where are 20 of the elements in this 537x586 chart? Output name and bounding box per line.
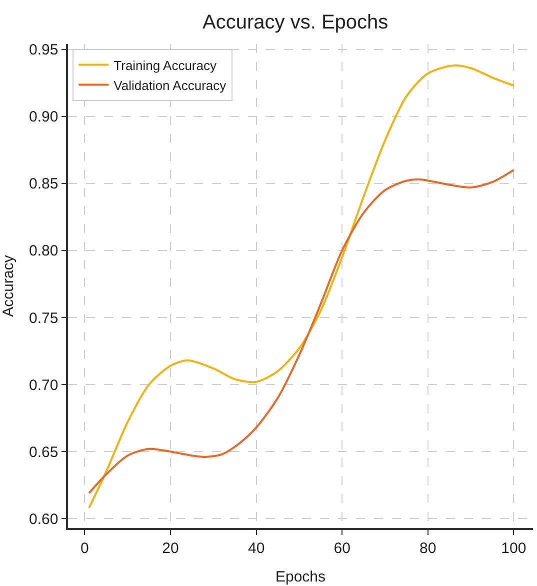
y-tick-label: 0.90: [29, 108, 58, 126]
line-series: [88, 169, 515, 494]
legend-label: Validation Accuracy: [114, 78, 227, 93]
y-tick-label: 0.70: [29, 376, 58, 394]
x-tick-label: 80: [420, 540, 436, 557]
y-tick-label: 0.65: [29, 444, 58, 461]
y-tick-label: 0.85: [29, 176, 58, 193]
x-tick-label: 20: [162, 540, 179, 557]
chart-title: Accuracy vs. Epochs: [202, 12, 388, 34]
x-tick-label: 40: [248, 540, 265, 557]
y-axis-title: Accuracy: [0, 254, 17, 317]
x-axis-title: Epochs: [275, 568, 326, 586]
x-tick-label: 0: [80, 540, 89, 557]
legend-label: Training Accuracy: [114, 58, 217, 73]
y-tick-label: 0.60: [29, 510, 58, 528]
y-tick-label: 0.95: [29, 42, 58, 59]
y-tick-label: 0.75: [29, 310, 58, 327]
x-tick-label: 60: [334, 540, 350, 557]
x-tick-label: 100: [501, 540, 526, 557]
y-tick-label: 0.80: [29, 242, 58, 260]
